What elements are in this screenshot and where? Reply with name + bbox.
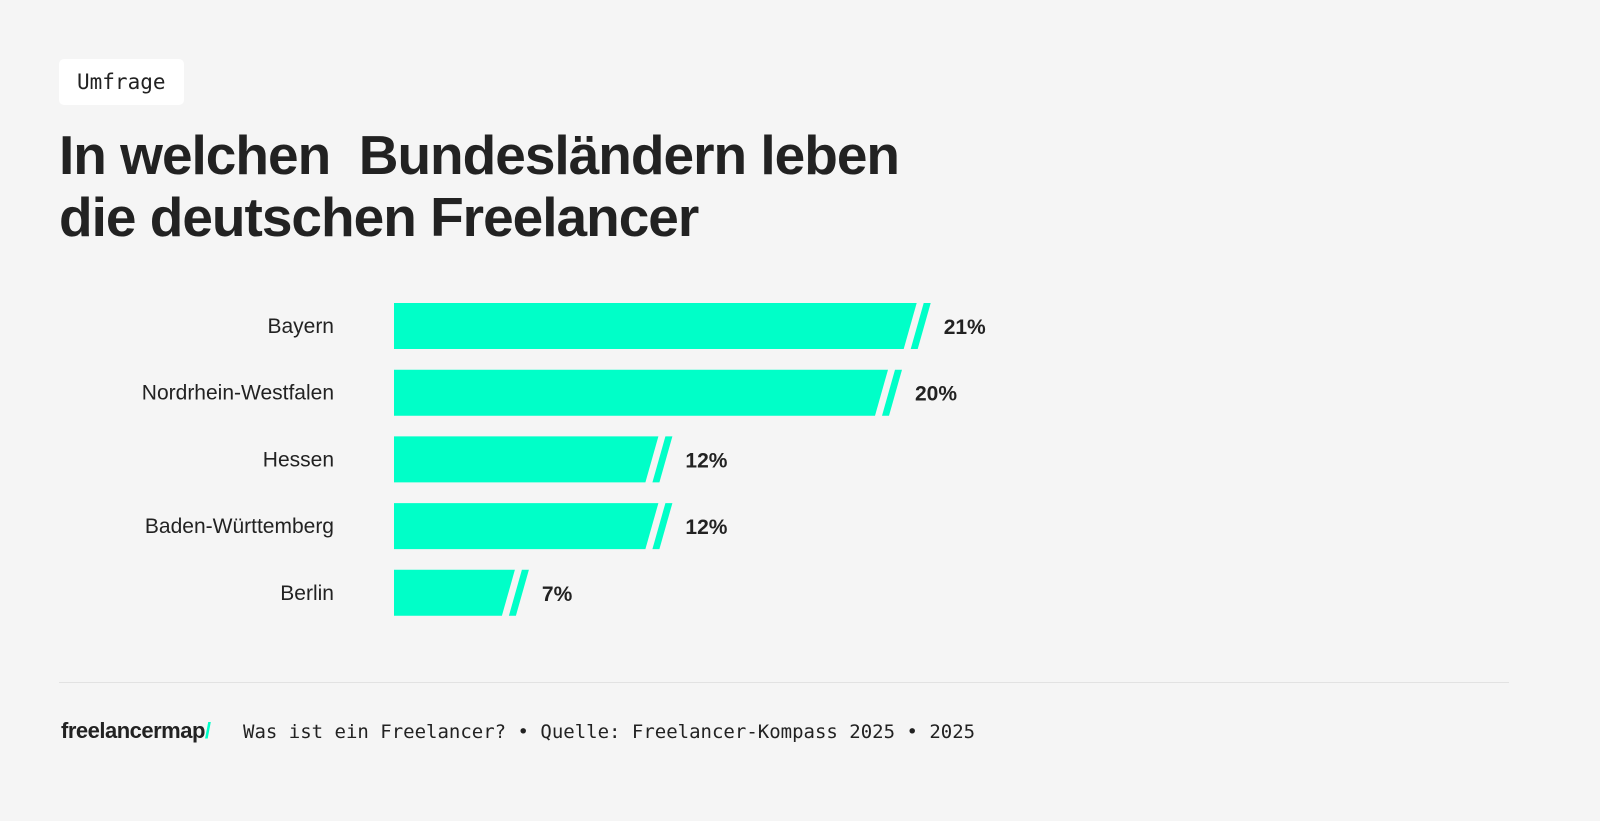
category-label: Nordrhein-Westfalen — [142, 382, 334, 405]
bar — [394, 436, 659, 483]
logo-text: freelancermap — [61, 718, 205, 743]
value-label: 12% — [685, 449, 727, 472]
value-label: 21% — [944, 316, 986, 339]
category-label: Bayern — [267, 315, 334, 338]
bar-chart: Bayern 21% Nordrhein-Westfalen 20% Hessen 12%… — [142, 303, 986, 616]
source-note: Was ist ein Freelancer? • Quelle: Freela… — [243, 721, 976, 743]
value-label: 7% — [542, 583, 573, 606]
value-label: 20% — [915, 383, 957, 406]
bar-slash — [910, 303, 931, 349]
value-label: 12% — [685, 516, 727, 539]
bar-slash — [882, 369, 902, 416]
bar — [394, 369, 888, 416]
logo-slash: / — [204, 718, 211, 743]
category-tag: Umfrage — [59, 59, 184, 105]
category-label: Baden-Württemberg — [145, 515, 334, 538]
chart-title: In welchen Bundesländern leben die deuts… — [59, 124, 900, 248]
bar-slash — [652, 503, 673, 550]
freelancermap-logo[interactable]: freelancermap/ — [61, 718, 211, 744]
bar — [394, 569, 515, 616]
category-label: Berlin — [280, 582, 334, 605]
bar — [394, 503, 659, 550]
bar — [394, 303, 917, 349]
divider — [59, 682, 1509, 683]
category-label: Hessen — [263, 448, 334, 471]
bar-slash — [652, 436, 673, 483]
bar-slash — [508, 569, 529, 616]
